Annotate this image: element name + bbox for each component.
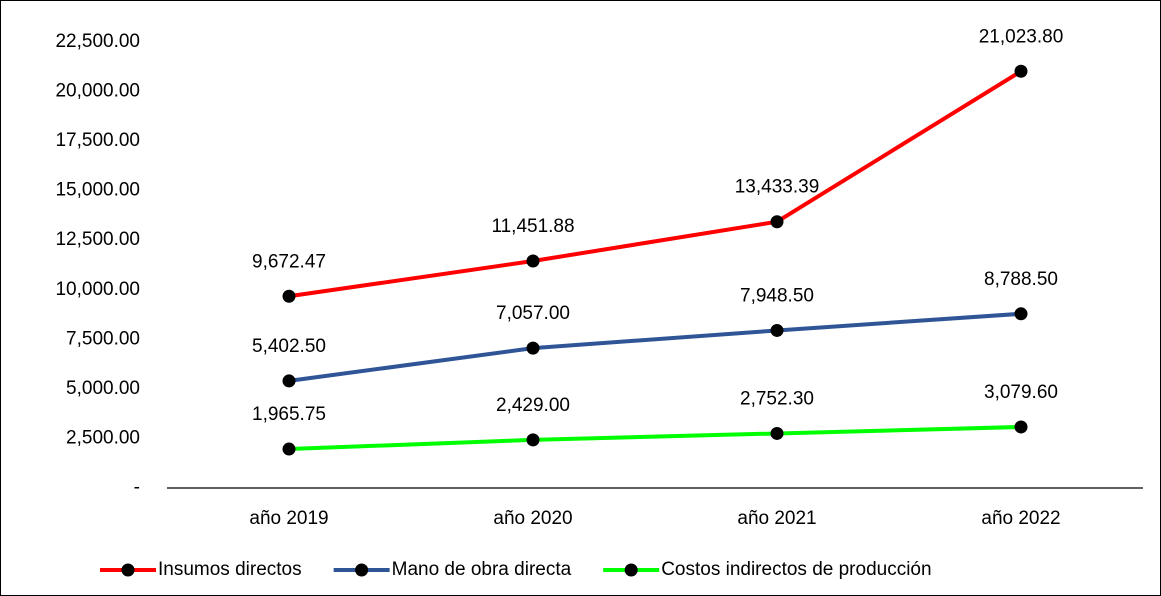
legend-label: Mano de obra directa [392,559,572,580]
legend-label: Costos indirectos de producción [661,559,931,580]
data-label: 13,433.39 [735,177,820,198]
data-label: 2,752.30 [740,388,814,409]
y-tick-label: 17,500.00 [55,130,140,151]
legend-marker [121,563,135,577]
data-point [770,323,784,337]
data-label: 11,451.88 [491,216,574,237]
data-point [282,289,296,303]
data-point [1014,307,1028,321]
data-point [282,442,296,456]
series-line [288,69,1023,299]
data-label: 3,079.60 [984,382,1058,403]
y-tick-label: 15,000.00 [55,180,140,201]
data-point [770,426,784,440]
data-point [526,433,540,447]
data-point [526,341,540,355]
data-label: 21,023.80 [979,26,1064,47]
data-label: 8,788.50 [984,269,1058,290]
data-point [526,254,540,268]
legend-marker [624,563,638,577]
y-tick-label: - [134,477,140,498]
y-tick-label: 5,000.00 [66,378,140,399]
y-tick-label: 2,500.00 [66,427,140,448]
data-label: 2,429.00 [496,395,570,416]
series-line [288,424,1022,452]
legend-marker [355,563,369,577]
data-label: 7,948.50 [740,285,814,306]
x-tick-label: año 2021 [737,508,816,529]
y-tick-label: 22,500.00 [55,31,140,52]
data-label: 1,965.75 [252,404,326,425]
data-point [770,215,784,229]
y-tick-label: 12,500.00 [55,229,140,250]
x-tick-label: año 2020 [493,508,572,529]
data-point [282,374,296,388]
data-point [1014,420,1028,434]
y-tick-label: 20,000.00 [55,81,140,102]
x-tick-label: año 2022 [981,508,1060,529]
y-tick-label: 7,500.00 [66,328,140,349]
data-point [1014,64,1028,78]
y-tick-label: 10,000.00 [55,279,140,300]
x-tick-label: año 2019 [249,508,328,529]
data-label: 9,672.47 [252,251,326,272]
series-line [288,311,1022,383]
legend-label: Insumos directos [158,559,302,580]
data-label: 5,402.50 [252,336,326,357]
data-label: 7,057.00 [496,303,570,324]
